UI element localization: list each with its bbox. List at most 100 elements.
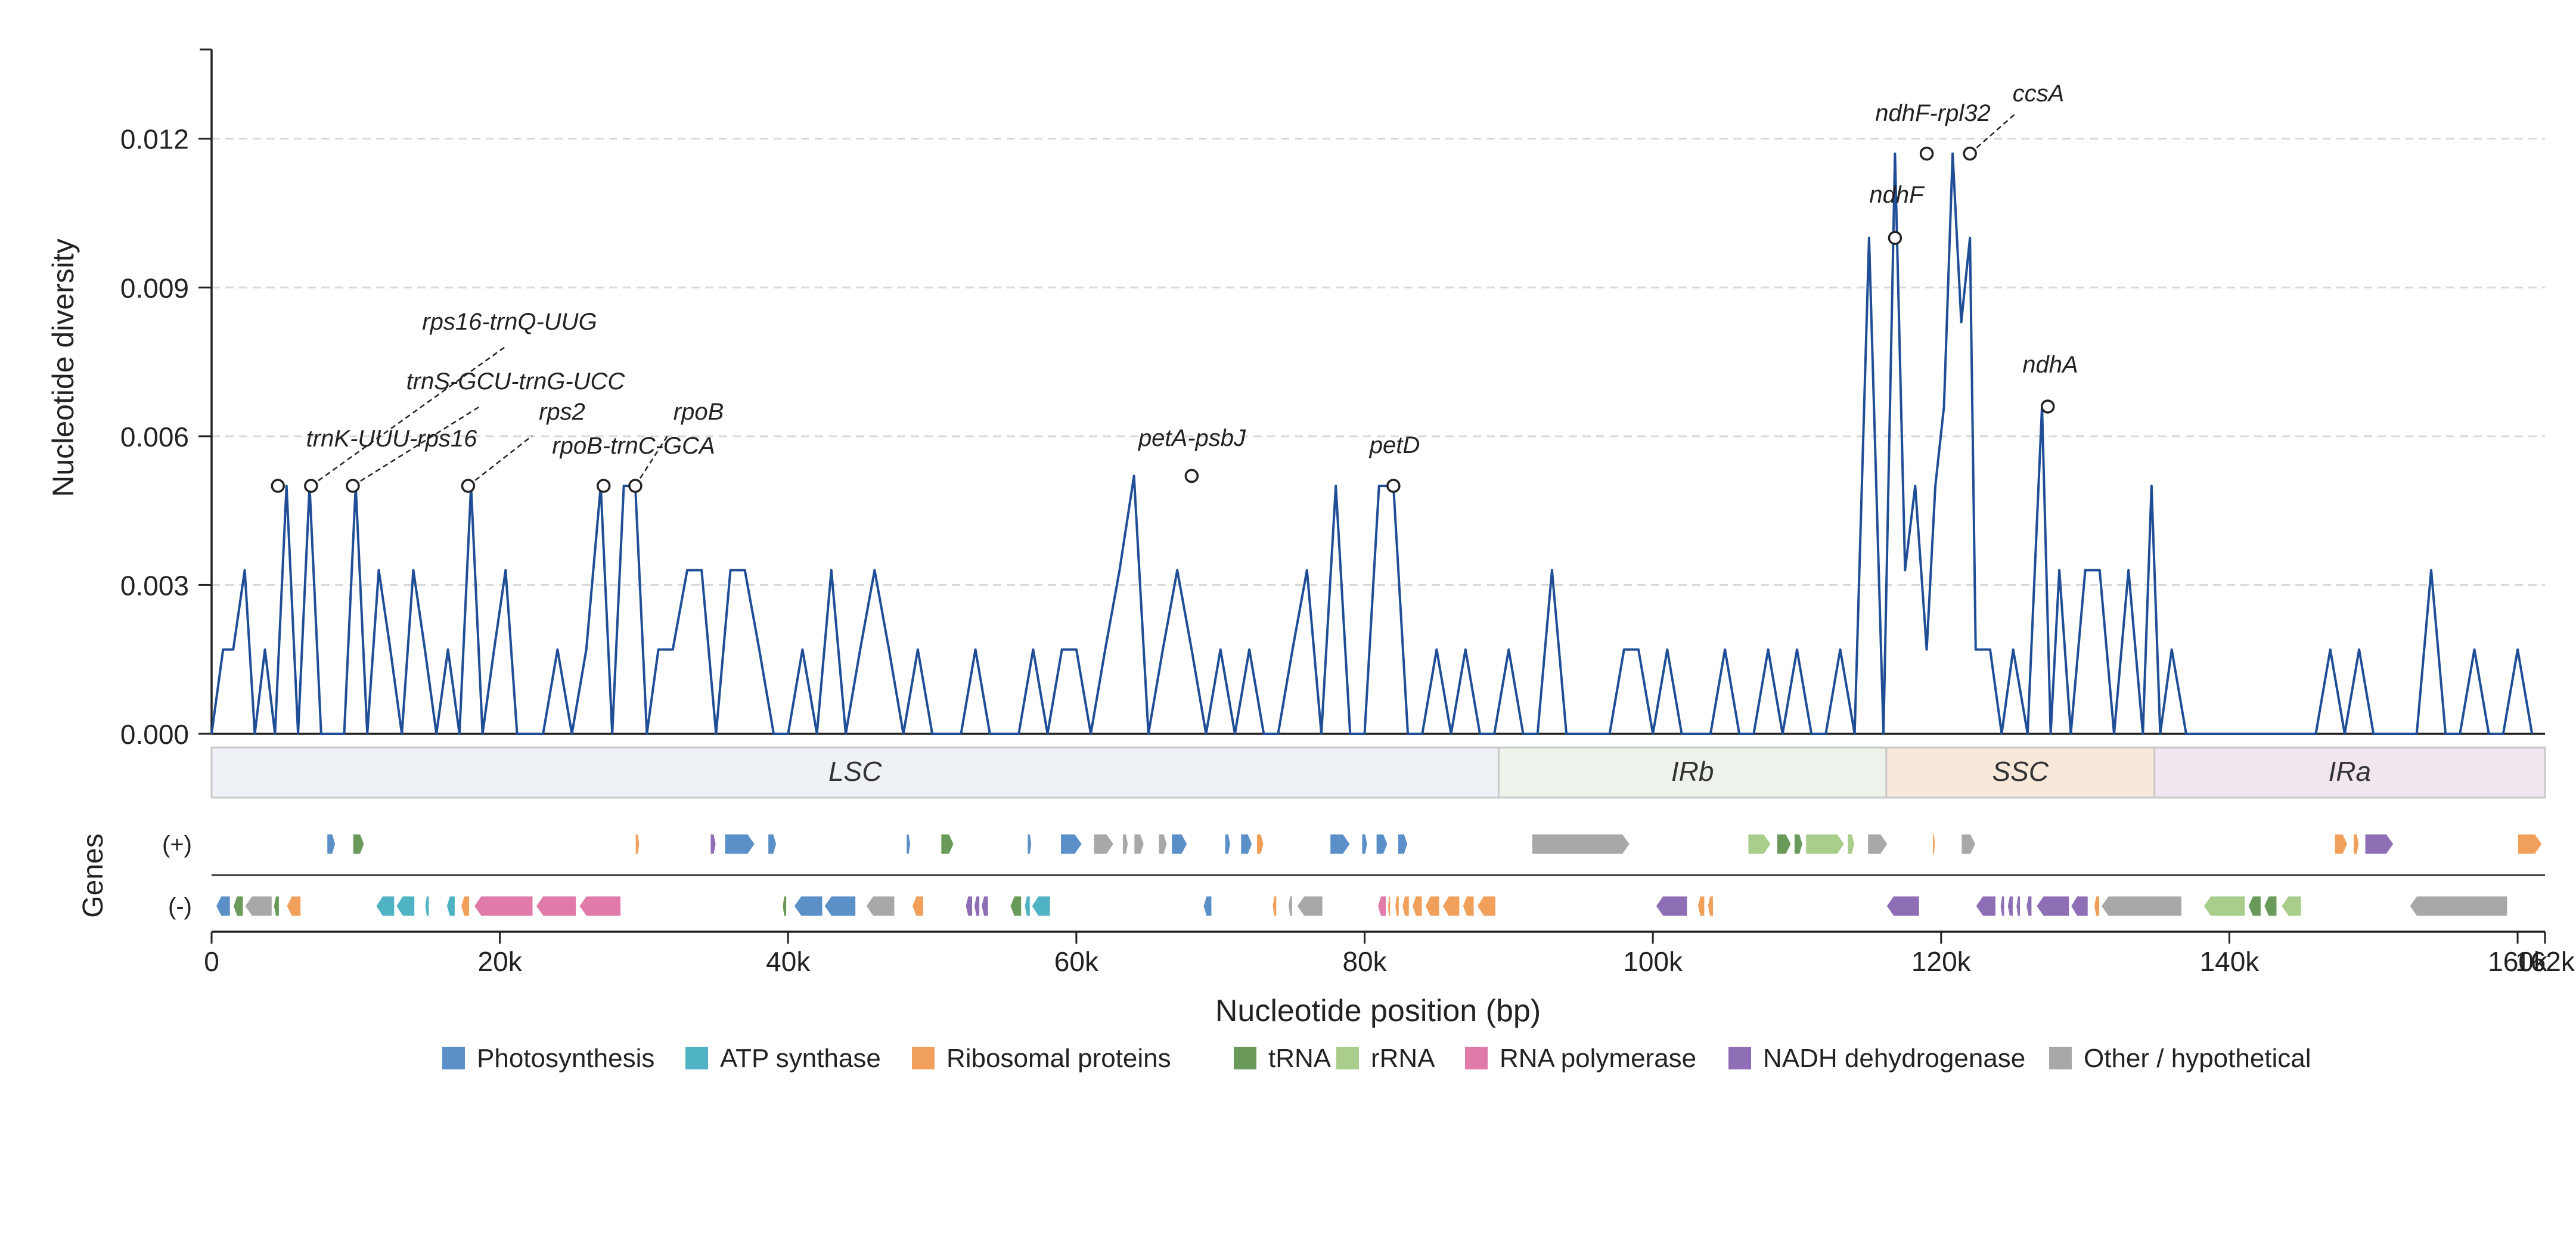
peak-leader-line (352, 404, 482, 487)
legend-swatch (2049, 1047, 2072, 1069)
gene-arrow (395, 895, 415, 917)
axes: 0.000 0.003 0.006 0.009 0.012 (120, 48, 2545, 750)
region-label: LSC (828, 756, 882, 787)
gene-arrow (1024, 895, 1031, 917)
gene-arrow (2352, 833, 2360, 855)
legend-label: Photosynthesis (477, 1044, 654, 1073)
legend-label: rRNA (1371, 1044, 1435, 1073)
legend-label: Ribosomal proteins (946, 1044, 1171, 1073)
gene-arrow (1060, 833, 1083, 855)
peak-marker (461, 479, 476, 493)
gene-arrow (1424, 895, 1441, 917)
gene-arrow (865, 895, 895, 917)
peak-label: trnK-UUU-rps16 (306, 426, 477, 452)
peak-marker (1919, 146, 1934, 161)
peak-label: petA-psbJ (1138, 425, 1246, 451)
gene-arrow (2280, 895, 2302, 917)
x-tick-label: 120k (1911, 946, 1972, 977)
gene-arrow (1867, 833, 1889, 855)
gene-arrow (793, 895, 824, 917)
gene-arrow (1387, 895, 1391, 917)
peak-marker (271, 479, 285, 493)
gene-arrow (1805, 833, 1845, 855)
gene-arrow (1707, 895, 1714, 917)
y-tick-label: 0.003 (120, 570, 189, 601)
peak-label: trnS-GCU-trnG-UCC (406, 368, 626, 395)
gene-arrow (2202, 895, 2246, 917)
peak-leader-line (1969, 114, 2015, 154)
x-tick-label: 60k (1054, 946, 1099, 977)
peak-label: rps16-trnQ-UUG (422, 309, 597, 335)
peak-label: ndhA (2022, 352, 2078, 378)
y-tick-label: 0.000 (120, 719, 189, 750)
region-box (1497, 746, 1888, 799)
gene-arrow (1133, 833, 1145, 855)
region-label: IRb (1671, 756, 1714, 787)
gene-arrow (1531, 833, 1631, 855)
gene-arrow (2000, 895, 2005, 917)
x-tick-label: 0 (204, 946, 219, 977)
gene-arrow (1476, 895, 1497, 917)
legend-swatch (442, 1047, 465, 1069)
gene-arrow (2517, 833, 2543, 855)
gene-arrow (635, 833, 640, 855)
x-tick-label: 162k (2515, 946, 2575, 977)
gene-arrow (2015, 895, 2021, 917)
gene-arrow (2025, 895, 2032, 917)
peak-label: rpoB-trnC-GCA (552, 433, 715, 459)
legend-swatch (1234, 1047, 1256, 1069)
diversity-series (210, 152, 2534, 735)
gene-arrow (1171, 833, 1188, 855)
gene-arrow (578, 895, 622, 917)
gene-arrow (2409, 895, 2508, 917)
gene-arrow (1462, 895, 1475, 917)
gene-arrow (1329, 833, 1351, 855)
peak-marker (1184, 469, 1199, 483)
region-box (210, 746, 1500, 799)
gene-arrow (1361, 833, 1368, 855)
gene-arrow (2263, 895, 2277, 917)
gene-arrow (724, 833, 756, 855)
gene-arrow (911, 895, 924, 917)
gene-arrow (1272, 895, 1277, 917)
legend-label: NADH dehydrogenase (1763, 1044, 2025, 1073)
gene-arrow (1093, 833, 1115, 855)
region-box (2153, 746, 2546, 799)
gene-arrow (460, 895, 470, 917)
gene-arrow (2364, 833, 2395, 855)
gene-arrow (1026, 833, 1032, 855)
gene-arrow (1442, 895, 1460, 917)
x-tick-label: 40k (766, 946, 811, 977)
gene-arrow (285, 895, 302, 917)
region-label: IRa (2329, 756, 2372, 787)
peak-marker (1386, 479, 1401, 493)
gene-arrow (1256, 833, 1265, 855)
peak-annotations: trnK-UUU-rps16 rps16-trnQ-UUG trnS-GCU-trn… (271, 80, 2078, 493)
legend-swatch (912, 1047, 935, 1069)
peak-marker (346, 479, 360, 493)
peak-marker (1888, 231, 1902, 245)
region-box (1885, 746, 2156, 799)
gene-arrow (1793, 833, 1804, 855)
gene-arrow (1296, 895, 1324, 917)
gene-arrow (2248, 895, 2262, 917)
gene-arrow (1202, 895, 1212, 917)
gene-arrow (2070, 895, 2089, 917)
legend-swatch (1465, 1047, 1488, 1069)
gene-arrow (973, 895, 980, 917)
gene-arrow (215, 895, 231, 917)
peak-marker (2040, 399, 2055, 414)
peak-label: ndhF-rpl32 (1875, 100, 1990, 126)
gene-arrow (473, 895, 533, 917)
x-tick-label: 20k (478, 946, 523, 977)
gene-arrow (273, 895, 280, 917)
gene-arrow (1885, 895, 1920, 917)
legend-label: tRNA (1268, 1044, 1332, 1073)
gene-arrow (823, 895, 856, 917)
gene-arrow (1031, 895, 1051, 917)
gene-arrow (1394, 895, 1400, 917)
gene-arrow (244, 895, 273, 917)
gene-arrow (232, 895, 244, 917)
